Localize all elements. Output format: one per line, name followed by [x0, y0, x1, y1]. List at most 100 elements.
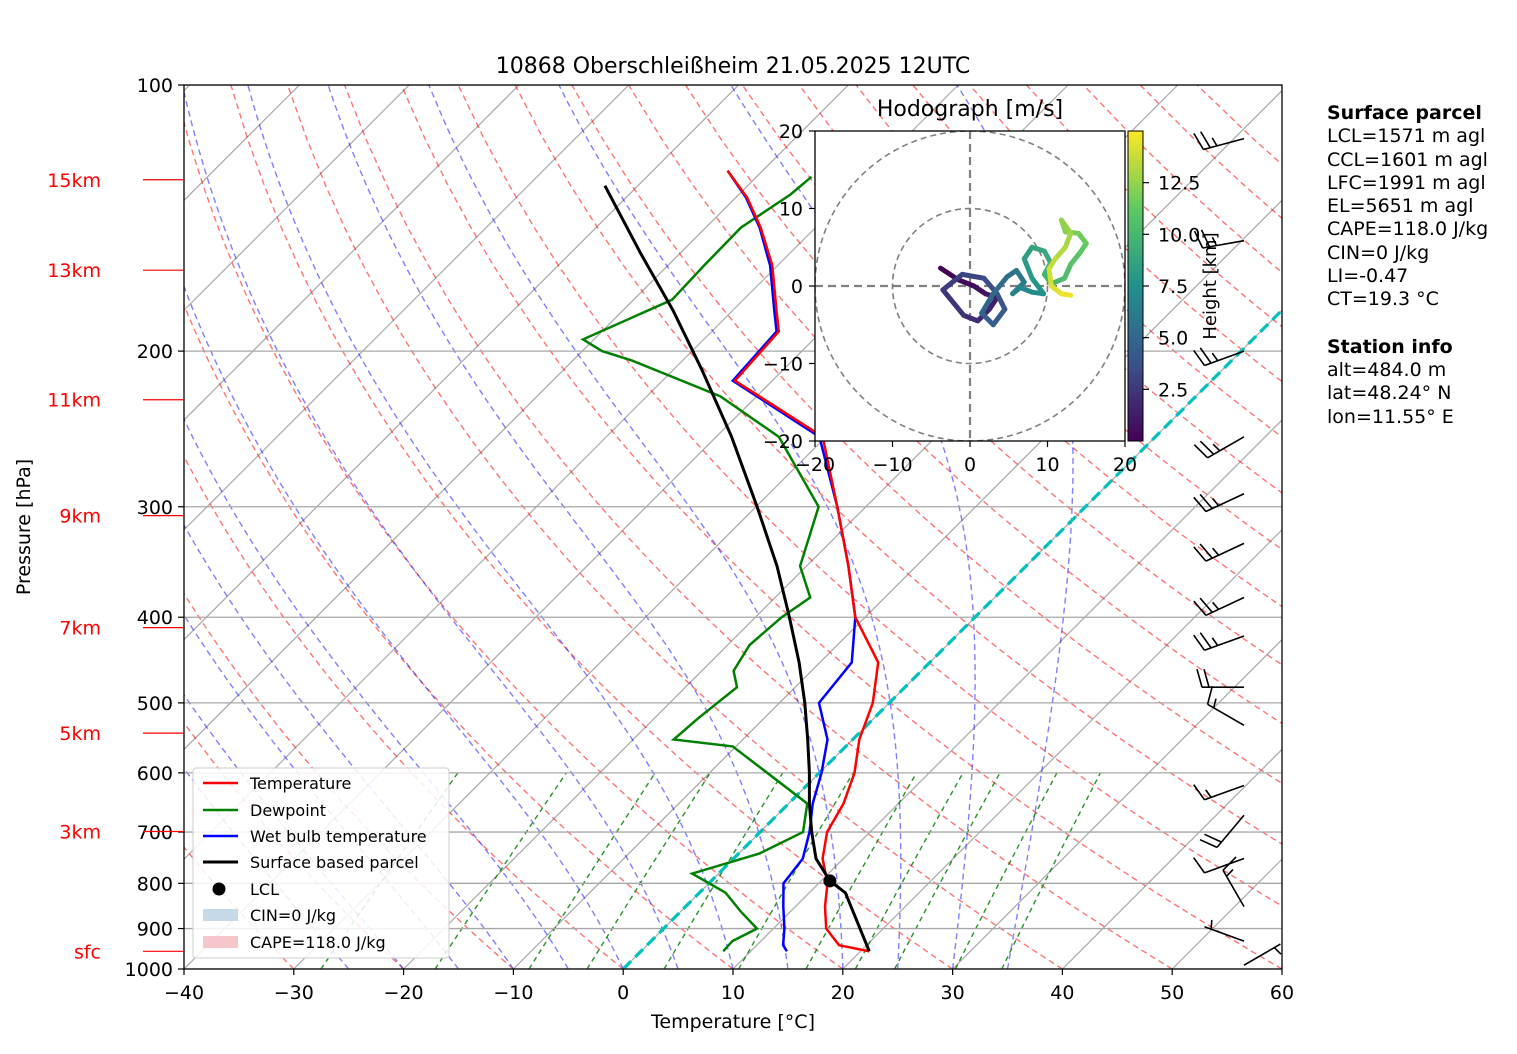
isotherm-line [842, 528, 1282, 969]
height-label: 15km [47, 170, 101, 192]
surface-parcel-header: Surface parcel [1327, 102, 1482, 124]
station-alt: alt=484.0 m [1327, 358, 1447, 381]
x-tick-label: 40 [1050, 982, 1074, 1004]
hodograph-x-tick-label: 10 [1035, 454, 1059, 476]
moist-adiabat [247, 85, 734, 969]
dry-adiabat [230, 85, 953, 969]
dry-adiabat [184, 303, 734, 969]
mixing-ratio-line [1001, 772, 1102, 969]
hodograph-segment [994, 291, 1008, 312]
mixing-ratio-line [893, 772, 1001, 969]
legend-cape: CAPE=118.0 J/kg [250, 933, 386, 952]
station-info-header: Station info [1327, 335, 1453, 358]
chart-title: 10868 Oberschleißheim 21.05.2025 12UTC [496, 54, 971, 79]
colorbar-tick-label: 2.5 [1158, 379, 1188, 401]
isotherm-line [512, 199, 1282, 969]
wind-barb [1199, 814, 1245, 849]
freezing-level-line [622, 307, 1282, 969]
legend-parcel: Surface based parcel [250, 853, 419, 872]
dry-adiabat [287, 85, 1063, 969]
wind-barb [1193, 493, 1245, 513]
mixing-ratio-line [434, 772, 567, 969]
el-value: EL=5651 m agl [1327, 195, 1474, 218]
lcl-value: LCL=1571 m agl [1327, 125, 1486, 148]
hodograph-trace [938, 217, 1089, 328]
mixing-ratio-line [737, 772, 854, 969]
height-label: 11km [47, 390, 101, 412]
wind-barb [1193, 229, 1245, 249]
moist-adiabat [558, 85, 902, 969]
moist-adiabat [428, 85, 844, 969]
x-axis-label: Temperature [°C] [650, 1011, 815, 1033]
dry-adiabat [855, 85, 1282, 494]
legend-lcl: LCL [250, 880, 279, 899]
moist-adiabat [730, 85, 976, 969]
hodograph-segment [990, 306, 1008, 328]
hodograph-y-tick-label: 0 [791, 276, 803, 298]
x-tick-label: −40 [164, 982, 204, 1004]
isotherm-line [952, 638, 1282, 969]
y-axis-label: Pressure [hPa] [13, 459, 35, 595]
moist-adiabat [327, 85, 789, 969]
hodograph-segment [1052, 244, 1068, 262]
x-tick-label: −10 [493, 982, 533, 1004]
legend-wet-bulb: Wet bulb temperature [250, 827, 427, 846]
hodograph-y-tick-label: 20 [779, 121, 803, 143]
moist-adiabat [184, 88, 679, 969]
side-panel: Surface parcel LCL=1571 m agl CCL=1601 m… [1327, 102, 1512, 429]
hodograph-segment [955, 277, 977, 289]
y-tick-label: 200 [137, 341, 173, 363]
height-label: 13km [47, 260, 101, 282]
wind-barb [1243, 943, 1282, 966]
y-tick-label: 100 [137, 75, 173, 97]
wind-barb [1193, 542, 1245, 562]
x-tick-label: −20 [384, 982, 424, 1004]
y-tick-label: 1000 [125, 959, 173, 981]
dry-adiabat [184, 455, 624, 969]
colorbar-tick-label: 5.0 [1158, 328, 1188, 350]
hodograph-segment [959, 271, 987, 281]
height-labels: 15km 13km 11km 9km 7km 5km 3km sfc [47, 170, 184, 963]
hodograph-segment [940, 287, 967, 318]
hodograph-ticks: −20−20 −10 −10 0 0 10 10 20 20 [763, 121, 1137, 476]
isotherm-line [184, 85, 630, 531]
wind-barb [1193, 436, 1245, 459]
dry-adiabat [184, 119, 844, 969]
isotherm-line [184, 85, 520, 421]
moist-adiabat [184, 523, 514, 969]
height-label: 3km [59, 822, 101, 844]
hodograph-segment [990, 274, 1010, 297]
height-label: 5km [59, 723, 101, 745]
mixing-ratio-line [854, 772, 964, 969]
hodograph-segment [1021, 256, 1035, 281]
wind-barb [1204, 919, 1245, 942]
height-label: sfc [74, 941, 101, 963]
y-tick-label: 700 [137, 822, 173, 844]
legend-temperature: Temperature [249, 774, 351, 793]
x-axis-ticks: −40 −30 −20 −10 0 10 20 30 40 50 60 [164, 969, 1294, 1004]
dry-adiabat [514, 85, 1282, 845]
station-lon: lon=11.55° E [1327, 405, 1454, 428]
lfc-value: LFC=1991 m agl [1327, 171, 1486, 194]
wind-barb [1206, 685, 1245, 726]
lcl-marker [823, 874, 837, 888]
hodograph-segment [940, 271, 965, 293]
ccl-value: CCL=1601 m agl [1327, 148, 1488, 171]
station-lat: lat=48.24° N [1327, 382, 1452, 405]
hodograph-segment [979, 291, 996, 316]
hodograph-y-tick-label: −10 [763, 354, 803, 376]
wind-barb [1196, 668, 1245, 689]
hodograph-segment [1058, 217, 1074, 236]
hodograph-title: Hodograph [m/s] [877, 97, 1063, 122]
x-tick-label: 60 [1270, 982, 1294, 1004]
dewpoint-line [580, 175, 820, 953]
colorbar-ticks: 2.5 5.0 7.5 10.0 12.5 [1143, 173, 1200, 401]
mixing-ratio-line [805, 772, 918, 969]
wind-barb [1193, 131, 1245, 151]
y-axis-ticks: 100 200 300 400 500 600 700 800 900 1000 [125, 75, 184, 981]
hodograph-segment [1062, 261, 1074, 281]
colorbar-tick-label: 7.5 [1158, 276, 1188, 298]
y-tick-label: 600 [137, 763, 173, 785]
mixing-ratio-line [586, 772, 711, 969]
isotherm-line [184, 85, 849, 751]
